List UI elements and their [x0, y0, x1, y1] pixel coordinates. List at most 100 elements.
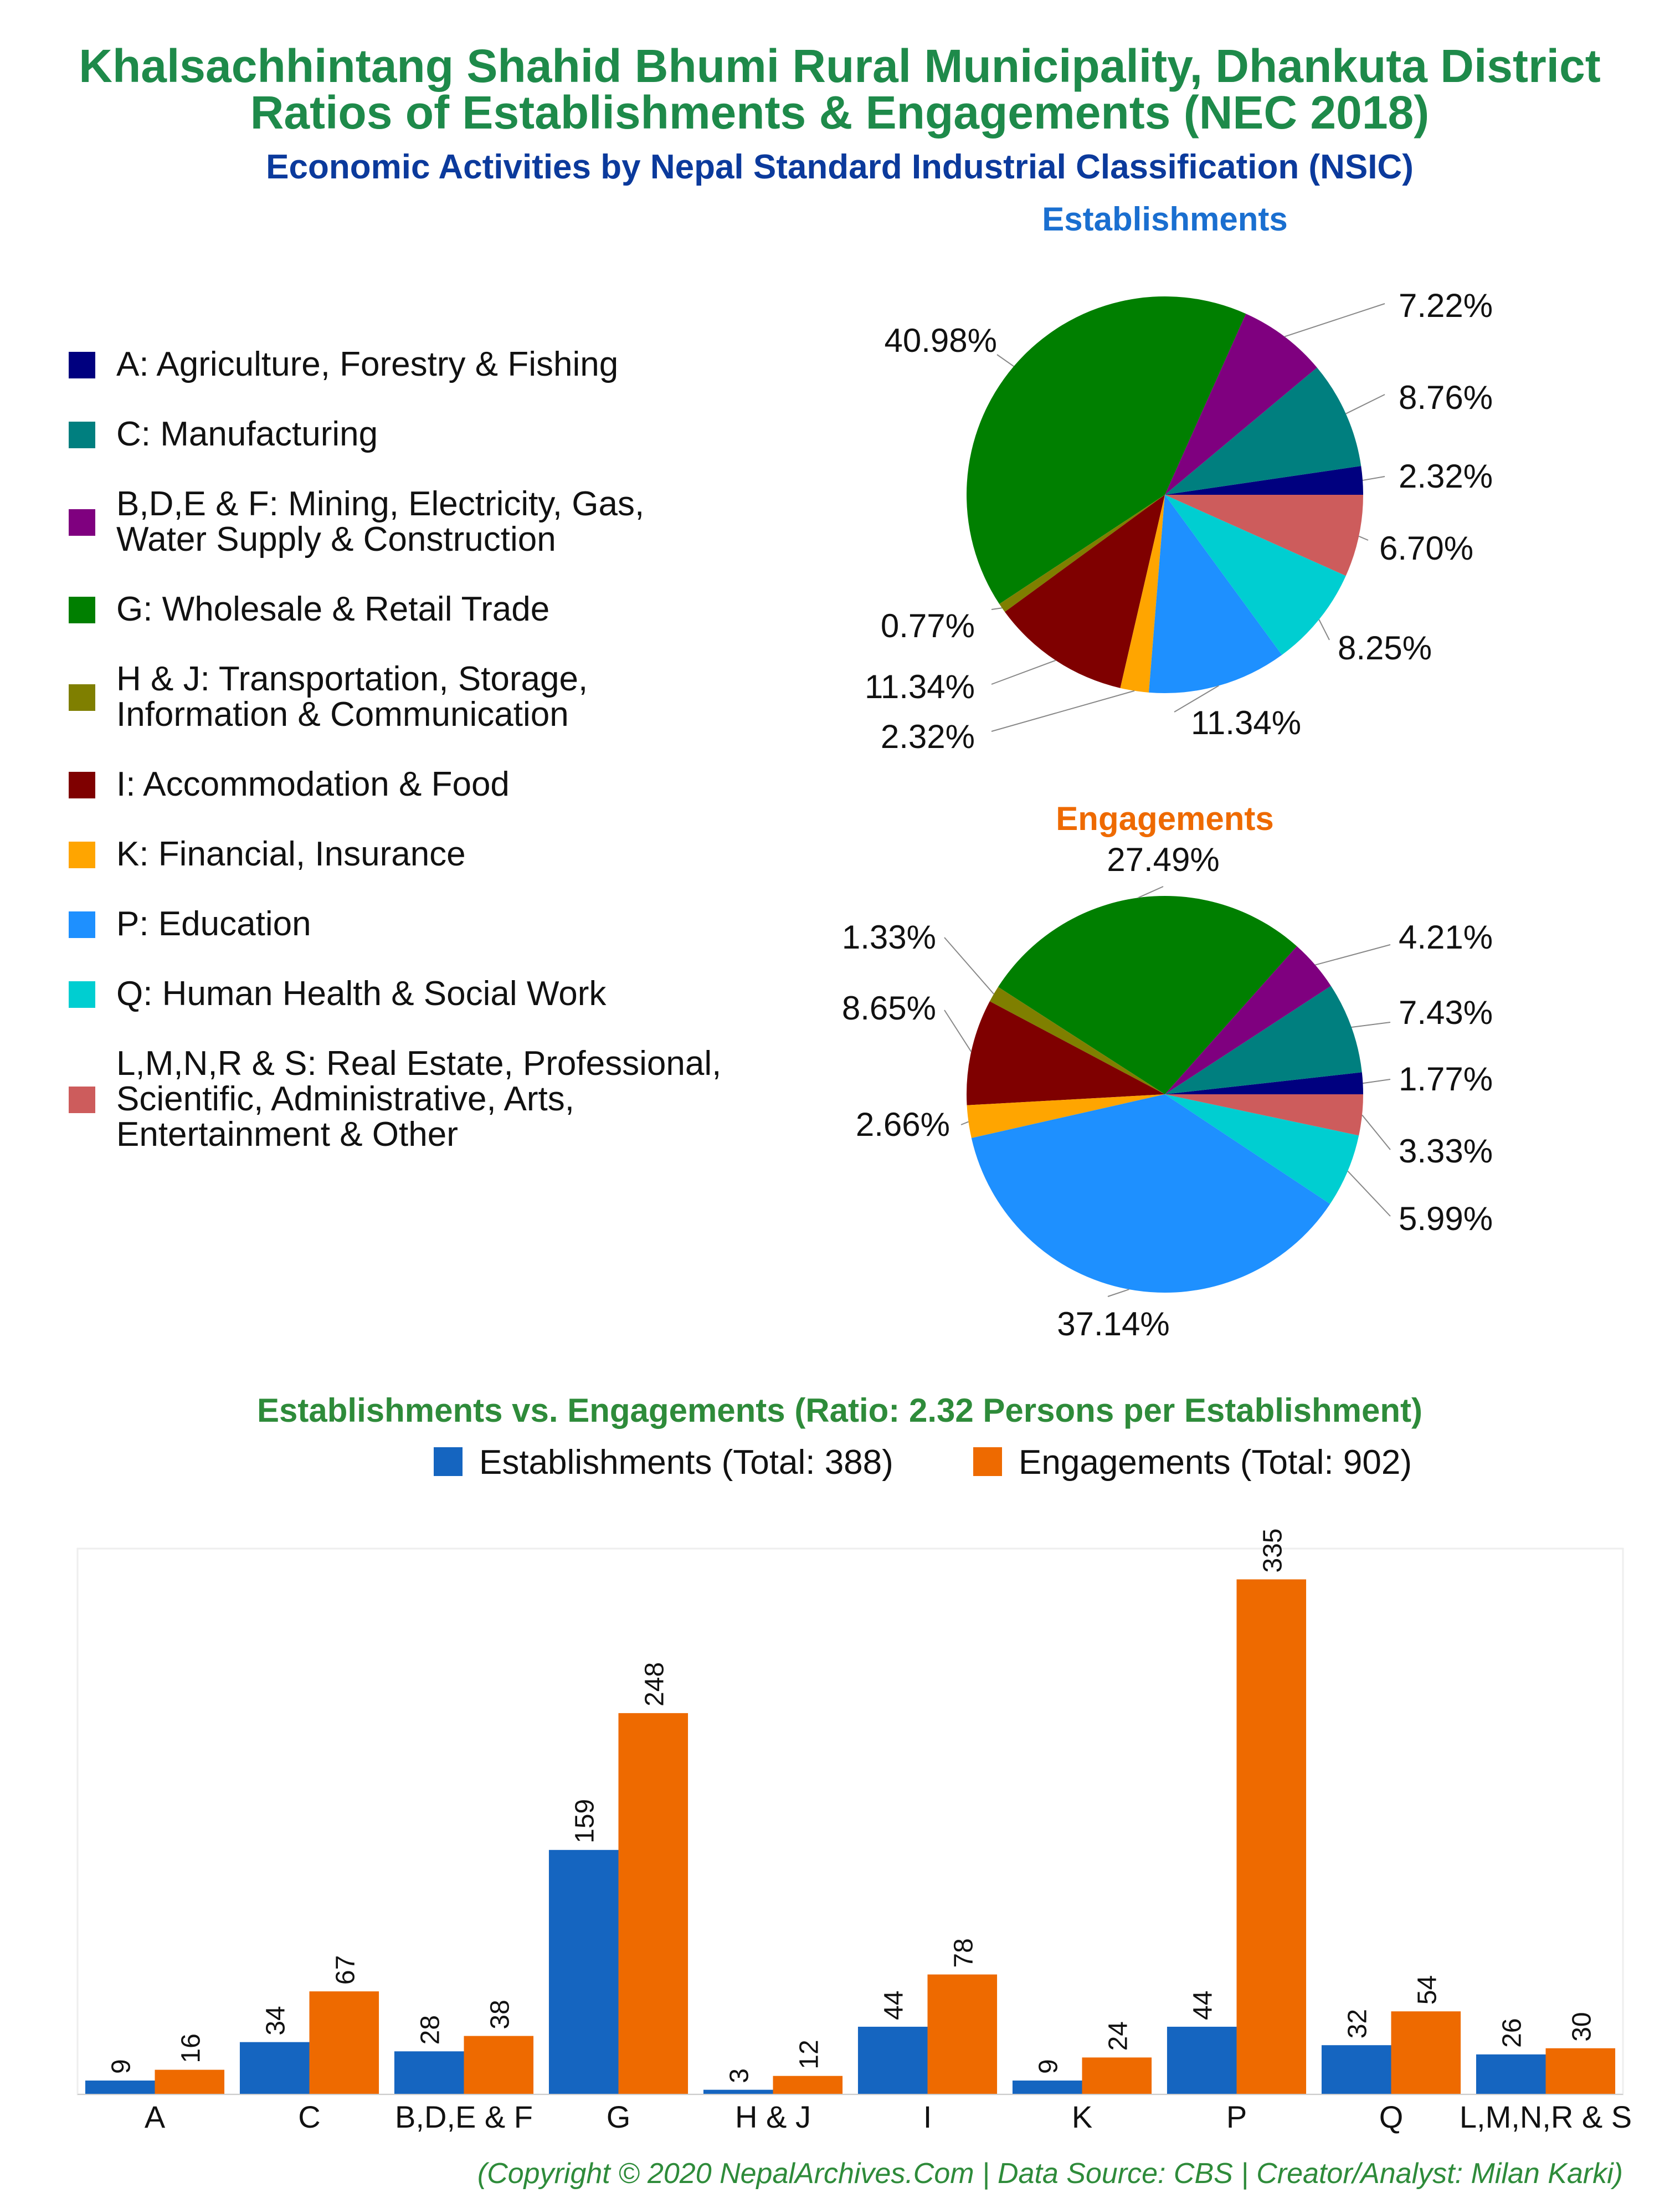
- legend-label: H & J: Transportation, Storage,: [116, 660, 588, 698]
- pie1-leader-b-d-e-f: [1284, 303, 1385, 337]
- pie1-slice-g: [967, 296, 1246, 604]
- pie2-slice-a: [1165, 1072, 1363, 1094]
- legend-swatch-5: [69, 772, 95, 798]
- pie1-slice-h-j: [999, 495, 1165, 612]
- pie1-slice-q: [1165, 495, 1346, 655]
- x-tick-label-a: A: [145, 2099, 166, 2134]
- pie1-leader-a: [1362, 476, 1385, 481]
- pie2-label-h-j: 1.33%: [842, 919, 936, 956]
- legend-label: Q: Human Health & Social Work: [116, 975, 607, 1013]
- value-label-establishments-g: 159: [571, 1799, 600, 1843]
- bar-establishments-h-j: [703, 2089, 773, 2094]
- bar-establishments-a: [85, 2081, 155, 2094]
- bar-engagements-q: [1391, 2011, 1461, 2094]
- legend-label: P: Education: [116, 905, 311, 943]
- pie2-leader-b-d-e-f: [1315, 944, 1391, 966]
- legend-swatch-8: [69, 981, 95, 1008]
- footer-credits: (Copyright © 2020 NepalArchives.Com | Da…: [477, 2158, 1623, 2190]
- pie1-label-c: 8.76%: [1399, 379, 1493, 416]
- pie2-slice-b-d-e-f: [1165, 946, 1331, 1094]
- bar-establishments-k: [1012, 2081, 1082, 2094]
- legend-swatch-7: [69, 911, 95, 938]
- x-tick-label-l-m-n-r-s: L,M,N,R & S: [1460, 2099, 1632, 2134]
- pie1-label-p: 11.34%: [1191, 704, 1301, 741]
- x-tick-label-q: Q: [1379, 2099, 1404, 2134]
- pie1-label-a: 2.32%: [1399, 458, 1493, 495]
- value-label-engagements-h-j: 12: [794, 2040, 824, 2069]
- main-title-line1: Khalsachhintang Shahid Bhumi Rural Munic…: [79, 40, 1600, 92]
- pie1-slice-a: [1165, 466, 1363, 495]
- legend-label: Water Supply & Construction: [116, 520, 556, 559]
- bar-chart-legend: Establishments (Total: 388) Engagements …: [434, 1443, 1412, 1482]
- pie2-leader-a: [1363, 1079, 1391, 1084]
- x-tick-label-i: I: [923, 2099, 932, 2134]
- pie2-leader-g: [1138, 886, 1164, 899]
- subtitle: Economic Activities by Nepal Standard In…: [266, 148, 1414, 186]
- value-label-engagements-g: 248: [640, 1662, 669, 1707]
- bar-engagements-c: [309, 1991, 379, 2094]
- establishments-pie-title: Establishments: [1042, 201, 1287, 238]
- main-title-line2: Ratios of Establishments & Engagements (…: [250, 86, 1430, 139]
- bar-engagements-a: [155, 2069, 225, 2094]
- pie2-label-q: 5.99%: [1399, 1200, 1493, 1237]
- pie2-label-a: 1.77%: [1399, 1060, 1493, 1098]
- pie2-slice-p: [971, 1094, 1330, 1293]
- value-label-engagements-q: 54: [1412, 1975, 1442, 2005]
- pie2-leader-p: [1107, 1289, 1129, 1297]
- pie1-label-k: 2.32%: [881, 718, 975, 755]
- pie2-label-k: 2.66%: [856, 1106, 950, 1143]
- pie1-leader-i: [991, 659, 1056, 685]
- legend-label: I: Accommodation & Food: [116, 765, 510, 803]
- pie2-slice-k: [967, 1094, 1165, 1138]
- pie1-slice-l-m-n-r-s: [1165, 495, 1363, 576]
- pie2-label-c: 7.43%: [1399, 994, 1493, 1031]
- establishments-pie: 2.32% 8.76% 7.22% 40.98% 0.77% 11.34% 2.32% 11.…: [865, 287, 1493, 755]
- pie2-leader-l-m-n-r-s: [1362, 1114, 1391, 1150]
- pie2-slice-i: [967, 1001, 1165, 1105]
- pie2-label-p: 37.14%: [1057, 1305, 1170, 1343]
- bar-establishments-c: [239, 2042, 310, 2094]
- x-tick-label-c: C: [298, 2099, 320, 2134]
- bar-engagements-l-m-n-r-s: [1545, 2048, 1616, 2094]
- bar-chart: 9 16 A 34 67 C 28 38 B,D,E & F 159 248 G 3 12 H & J 44 7…: [76, 1528, 1632, 2134]
- legend-swatch-0: [69, 352, 95, 378]
- pie2-slice-c: [1165, 986, 1362, 1094]
- value-label-establishments-c: 34: [261, 2006, 291, 2035]
- legend-label: B,D,E & F: Mining, Electricity, Gas,: [116, 485, 644, 523]
- pie2-label-l-m-n-r-s: 3.33%: [1399, 1133, 1493, 1170]
- value-label-engagements-k: 24: [1103, 2021, 1133, 2051]
- legend-swatch-establishments: [434, 1447, 463, 1476]
- pie1-slice-i: [1005, 495, 1165, 688]
- pie2-leader-k: [960, 1121, 969, 1125]
- value-label-establishments-b-d-e-f: 28: [416, 2015, 445, 2045]
- x-tick-label-g: G: [607, 2099, 631, 2134]
- legend-label-establishments: Establishments (Total: 388): [479, 1443, 893, 1482]
- value-label-establishments-q: 32: [1343, 2009, 1373, 2038]
- value-label-engagements-c: 67: [331, 1955, 360, 1985]
- pie2-leader-c: [1351, 1022, 1391, 1028]
- engagements-pie-title: Engagements: [1056, 800, 1273, 837]
- pie1-leader-q: [1318, 619, 1330, 641]
- pie1-slice-k: [1120, 495, 1165, 693]
- bar-engagements-h-j: [773, 2076, 843, 2094]
- bar-engagements-g: [618, 1713, 689, 2094]
- pie2-slice-h-j: [989, 987, 1165, 1094]
- legend-swatch-1: [69, 422, 95, 448]
- pie1-leader-l-m-n-r-s: [1358, 535, 1369, 541]
- legend-swatch-3: [69, 597, 95, 623]
- legend-label: C: Manufacturing: [116, 415, 378, 453]
- pie1-slice-c: [1165, 367, 1362, 495]
- pie1-leader-c: [1345, 394, 1385, 414]
- pie1-leader-g: [996, 354, 1014, 367]
- legend-label: K: Financial, Insurance: [116, 835, 466, 873]
- bar-engagements-p: [1236, 1579, 1307, 2094]
- bar-establishments-p: [1167, 2026, 1237, 2094]
- pie1-label-q: 8.25%: [1338, 629, 1432, 667]
- pie2-leader-q: [1347, 1170, 1391, 1217]
- pie1-label-l-m-n-r-s: 6.70%: [1379, 530, 1473, 567]
- x-tick-label-k: K: [1072, 2099, 1092, 2134]
- pie2-slice-l-m-n-r-s: [1165, 1094, 1363, 1136]
- legend-label: A: Agriculture, Forestry & Fishing: [116, 345, 618, 383]
